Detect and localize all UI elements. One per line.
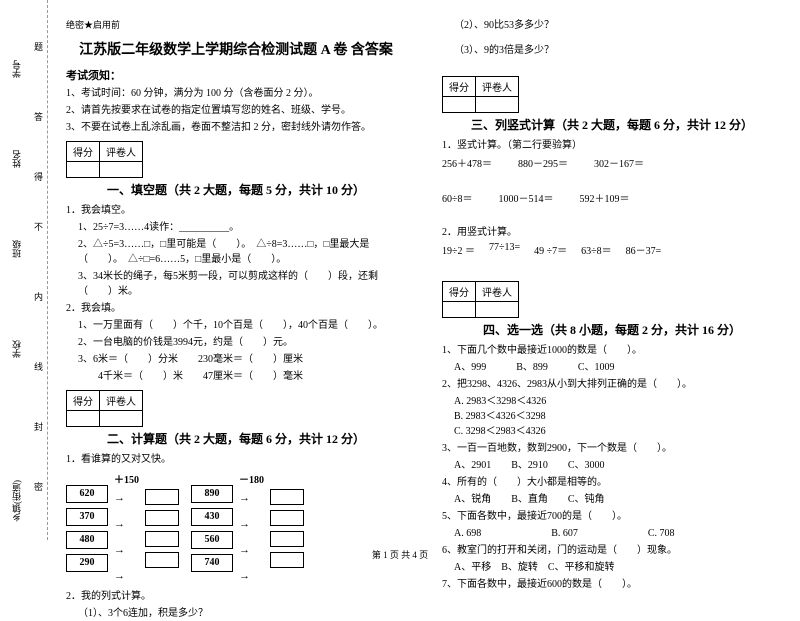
seal-mark: 答: [34, 110, 43, 123]
margin-label-class: 班级: [10, 240, 23, 258]
notice-item: 3、不要在试卷上乱涂乱画，卷面不整洁扣 2 分，密封线外请勿作答。: [66, 121, 406, 135]
question-sub: 4千米＝（ ）米 47厘米＝（ ）毫米: [66, 369, 406, 384]
question: 1．看谁算的又对又快。: [66, 452, 406, 467]
margin-label-name: 姓名: [10, 150, 23, 168]
mc-question: 1、下面几个数中最接近1000的数是（ ）。: [442, 343, 782, 358]
num-box: 620: [66, 485, 108, 503]
score-box: 得分评卷人: [66, 390, 143, 427]
answer-box: [270, 531, 304, 547]
arrow-icon: →: [114, 567, 139, 585]
seal-mark: 题: [34, 40, 43, 53]
arrow-icon: →: [114, 489, 139, 507]
num-box: 430: [191, 508, 233, 526]
question-sub: 1、25÷7=3……4读作：__________。: [66, 220, 406, 235]
mc-question: 3、一百一百地数，数到2900，下一个数是（ ）。: [442, 441, 782, 456]
seal-mark: 密: [34, 480, 43, 493]
mc-options: A、锐角 B、直角 C、钝角: [442, 492, 782, 507]
right-column: （2）、90比53多多少？ （3）、9的3倍是多少？ 得分评卷人 三、列竖式计算…: [424, 0, 800, 540]
question-sub: （3）、9的3倍是多少？: [442, 43, 782, 58]
arrow-icon: →: [239, 515, 264, 533]
margin-label-town: 乡镇(街道): [10, 480, 23, 522]
equation: 256＋478＝: [442, 155, 492, 170]
mc-options: A. 2983＜3298＜4326 B. 2983＜4326＜3298 C. 3…: [442, 394, 782, 439]
mc-question: 5、下面各数中，最接近700的是（ ）。: [442, 509, 782, 524]
question-sub: 2、△÷5=3……□，□里可能是（ ）。 △÷8=3……□，□里最大是（ ）。 …: [66, 237, 406, 267]
seal-mark: 不: [34, 220, 43, 233]
score-box: 得分评卷人: [66, 141, 143, 178]
arrow-icon: →: [239, 489, 264, 507]
section-title: 三、列竖式计算（共 2 大题，每题 6 分，共计 12 分）: [442, 116, 782, 133]
question: 2．我会填。: [66, 301, 406, 316]
num-box: 890: [191, 485, 233, 503]
question-sub: 3、6米＝（ ）分米 230毫米＝（ ）厘米: [66, 352, 406, 367]
equation: 880－295＝: [518, 155, 568, 170]
score-cell: 评卷人: [100, 142, 143, 162]
equation: 86－37=: [626, 242, 662, 257]
section-title: 一、填空题（共 2 大题，每题 5 分，共计 10 分）: [66, 181, 406, 198]
answer-box: [145, 531, 179, 547]
calc-diagram: 620 370 480 290 ＋150 → → → →: [66, 471, 406, 585]
margin-label-school: 学校: [10, 340, 23, 358]
question: 2．我的列式计算。: [66, 589, 406, 604]
question-sub: 3、34米长的绳子，每5米剪一段，可以剪成这样的（ ）段，还剩（ ）米。: [66, 269, 406, 299]
score-box: 得分评卷人: [442, 76, 519, 113]
left-column: 绝密★启用前 江苏版二年级数学上学期综合检测试题 A 卷 含答案 考试须知： 1…: [48, 0, 424, 540]
mc-options: A、平移 B、旋转 C、平移和旋转: [442, 560, 782, 575]
answer-box: [270, 489, 304, 505]
num-box: 480: [66, 531, 108, 549]
answer-box: [145, 489, 179, 505]
op-label: ＋150: [114, 471, 139, 486]
question-sub: （1）、3个6连加，积是多少？: [66, 606, 406, 621]
mc-options: A. 698 B. 607 C. 708: [442, 526, 782, 541]
mc-options: A、999 B、899 C、1009: [442, 360, 782, 375]
equation: 1000－514＝: [499, 190, 554, 205]
question: 1．竖式计算。（第二行要验算）: [442, 138, 782, 153]
seal-mark: 内: [34, 290, 43, 303]
notice-item: 2、请首先按要求在试卷的指定位置填写您的姓名、班级、学号。: [66, 104, 406, 118]
mc-question: 7、下面各数中，最接近600的数是（ ）。: [442, 577, 782, 592]
secret-label: 绝密★启用前: [66, 18, 406, 31]
question: 1．我会填空。: [66, 203, 406, 218]
mc-question: 4、所有的（ ）大小都是相等的。: [442, 475, 782, 490]
equation: 63÷8＝: [581, 242, 612, 257]
section-title: 四、选一选（共 8 小题，每题 2 分，共计 16 分）: [442, 321, 782, 338]
seal-mark: 封: [34, 420, 43, 433]
question: 2．用竖式计算。: [442, 225, 782, 240]
equation: 592＋109＝: [580, 190, 630, 205]
equation: 302－167＝: [594, 155, 644, 170]
answer-box: [270, 510, 304, 526]
seal-mark: 线: [34, 360, 43, 373]
seal-mark: 得: [34, 170, 43, 183]
score-box: 得分评卷人: [442, 281, 519, 318]
notice-item: 1、考试时间：60 分钟，满分为 100 分（含卷面分 2 分）。: [66, 87, 406, 101]
equation: 19÷2 ＝: [442, 242, 475, 257]
num-box: 560: [191, 531, 233, 549]
answer-box: [145, 510, 179, 526]
equation: 49 ÷7＝: [534, 242, 567, 257]
score-cell: 得分: [67, 142, 100, 162]
notice-heading: 考试须知：: [66, 67, 406, 83]
equation: 60÷8＝: [442, 190, 473, 205]
exam-title: 江苏版二年级数学上学期综合检测试题 A 卷 含答案: [66, 39, 406, 59]
question-sub: 1、一万里面有（ ）个千，10个百是（ ），40个百是（ ）。: [66, 318, 406, 333]
page-footer: 第 1 页 共 4 页: [0, 548, 800, 561]
num-box: 370: [66, 508, 108, 526]
mc-options: A、2901 B、2910 C、3000: [442, 458, 782, 473]
equation: 77÷13=: [489, 242, 520, 257]
arrow-icon: →: [114, 515, 139, 533]
section-title: 二、计算题（共 2 大题，每题 6 分，共计 12 分）: [66, 430, 406, 447]
question-sub: 2、一台电脑的价钱是3994元，约是（ ）元。: [66, 335, 406, 350]
arrow-icon: →: [239, 567, 264, 585]
margin-label-id: 学号: [10, 60, 23, 78]
mc-question: 2、把3298、4326、2983从小到大排列正确的是（ ）。: [442, 377, 782, 392]
question-sub: （2）、90比53多多少？: [442, 18, 782, 33]
binding-margin: 学号 姓名 班级 学校 乡镇(街道) 题 答 得 不 内 线 封 密: [0, 0, 48, 540]
op-label: －180: [239, 471, 264, 486]
